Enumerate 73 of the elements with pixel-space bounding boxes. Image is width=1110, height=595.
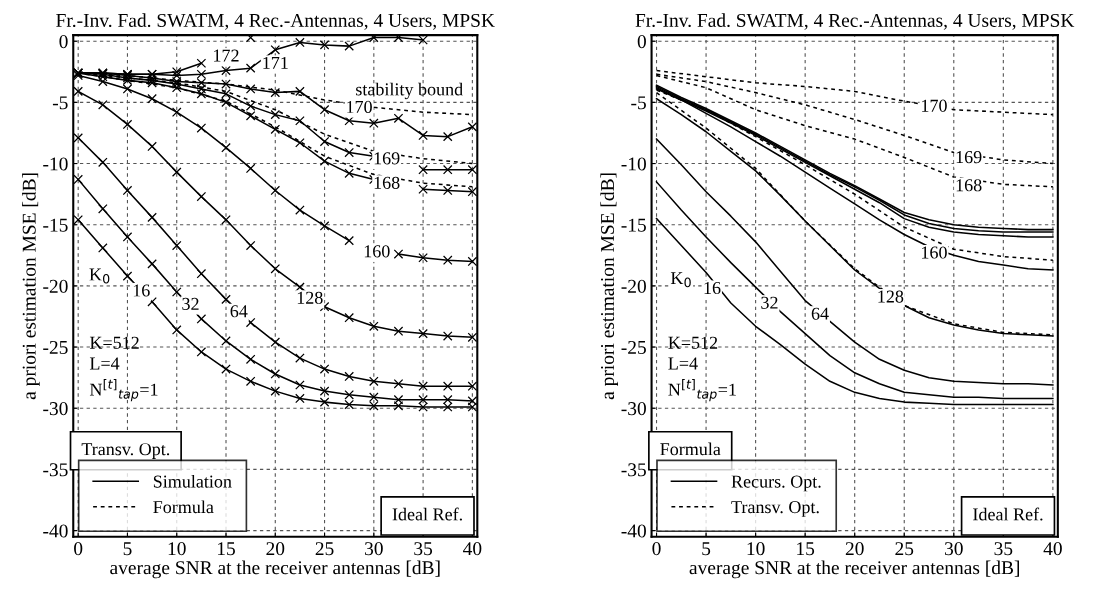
y-tick-label: -40: [621, 524, 646, 538]
y-tick-label: -30: [43, 402, 68, 416]
annotation: 32: [182, 297, 199, 310]
annotation: 172: [214, 49, 239, 62]
annotation: 168: [374, 176, 400, 189]
annotation: K=512 L=4 N$^{[t]}$$_{tap}$=1: [668, 336, 736, 402]
annotation: 128: [878, 290, 904, 303]
x-tick-label: 10: [747, 542, 765, 556]
x-tick-label: 0: [652, 542, 661, 556]
y-tick-label: -30: [621, 402, 646, 416]
annotation: 169: [374, 152, 400, 165]
y-tick-label: -35: [43, 463, 68, 477]
legend-label: Transv. Opt.: [731, 501, 819, 517]
x-tick-label: 20: [845, 542, 864, 556]
annotation: K$_{0}$: [670, 272, 691, 288]
annotation: 16: [704, 281, 721, 295]
x-axis-title: average SNR at the receiver antennas [dB]: [689, 560, 1019, 579]
y-tick-label: -20: [43, 279, 68, 293]
y-tick-label: -35: [621, 463, 646, 477]
chart-title: Fr.-Inv. Fad. SWATM, 4 Rec.-Antennas, 4 Users, MPSK: [56, 13, 495, 30]
y-tick-label: -5: [631, 96, 646, 110]
x-tick-label: 5: [123, 542, 132, 556]
x-tick-label: 15: [797, 542, 815, 556]
x-axis-title: average SNR at the receiver antennas [dB]: [110, 560, 440, 579]
x-tick-label: 0: [74, 542, 83, 556]
annotation: 64: [811, 307, 829, 320]
annotation: Ideal Ref.: [392, 507, 462, 521]
y-tick-label: -20: [621, 279, 646, 293]
legend-label: Formula: [153, 500, 214, 514]
x-tick-label: 20: [266, 542, 285, 556]
y-tick-label: 0: [59, 35, 68, 49]
x-tick-label: 5: [702, 542, 711, 556]
x-tick-label: 40: [1043, 542, 1062, 556]
x-tick-label: 30: [945, 542, 963, 556]
annotation: K$_{0}$: [89, 268, 110, 284]
annotation: Transv. Opt.: [81, 443, 170, 459]
annotation: K=512 L=4 N$^{[t]}$$_{tap}$=1: [89, 336, 158, 402]
annotation: 160: [922, 246, 947, 259]
annotation: 128: [297, 291, 323, 304]
legend-label: Simulation: [153, 474, 232, 488]
annotation: 64: [230, 305, 248, 318]
y-tick-label: -5: [52, 96, 68, 110]
annotation: 169: [956, 151, 982, 164]
x-tick-label: 15: [218, 542, 235, 556]
annotation: 171: [263, 56, 288, 69]
x-tick-label: 25: [315, 542, 334, 556]
y-tick-label: -40: [43, 524, 68, 538]
legend-label: Recurs. Opt.: [731, 475, 821, 492]
y-tick-label: -15: [621, 218, 646, 232]
annotation: Ideal Ref.: [973, 507, 1043, 521]
x-tick-label: 35: [994, 542, 1013, 556]
annotation: 168: [956, 179, 982, 192]
annotation: 170: [347, 100, 372, 114]
y-tick-label: -25: [43, 340, 68, 354]
x-tick-label: 10: [168, 542, 186, 556]
annotation: 16: [133, 284, 150, 297]
y-tick-label: -10: [621, 157, 646, 171]
y-tick-label: 0: [637, 35, 646, 49]
x-tick-label: 35: [414, 542, 433, 556]
x-tick-label: 25: [895, 542, 914, 556]
annotation: 170: [922, 99, 947, 112]
y-tick-label: -25: [621, 340, 646, 354]
annotation: Formula: [660, 442, 721, 456]
y-axis-title: a priori estimation MSE [dB]: [22, 173, 40, 400]
x-tick-label: 30: [365, 542, 383, 556]
y-axis-title: a priori estimation MSE [dB]: [600, 173, 619, 400]
annotation: 160: [364, 245, 390, 258]
y-tick-label: -10: [43, 157, 68, 171]
y-tick-label: -15: [43, 218, 68, 232]
annotation: stability bound: [356, 82, 463, 100]
chart-title: Fr.-Inv. Fad. SWATM, 4 Rec.-Antennas, 4 Users, MPSK: [635, 13, 1075, 30]
annotation: 32: [761, 296, 778, 309]
x-tick-label: 40: [463, 542, 482, 556]
